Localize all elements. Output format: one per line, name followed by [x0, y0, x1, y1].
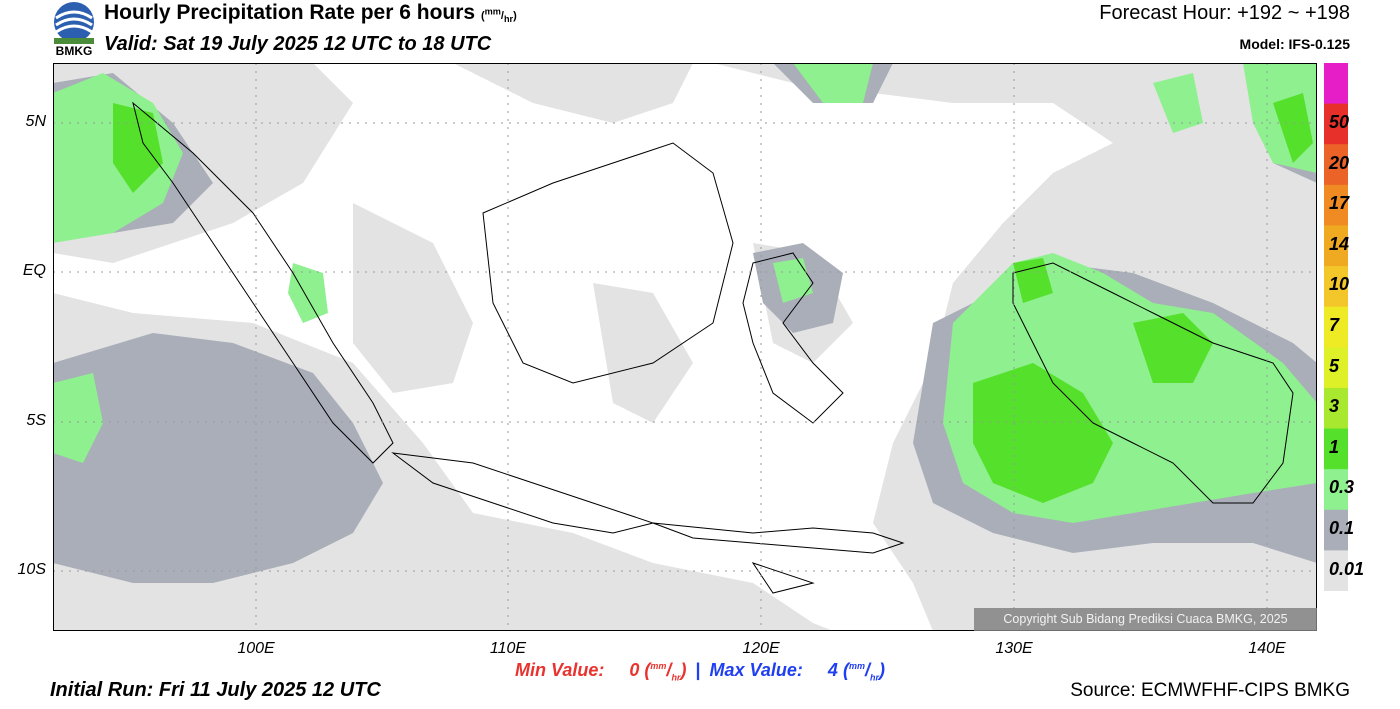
color-legend-swatch	[1324, 306, 1348, 348]
lat-label-5n: 5N	[25, 113, 46, 130]
color-legend-label: 7	[1329, 315, 1340, 335]
min-label: Min Value:	[515, 660, 605, 680]
color-legend-label: 20	[1329, 153, 1350, 173]
min-value: 0 (mm/hr)	[629, 660, 687, 683]
title-unit: (mm/hr)	[480, 6, 517, 25]
color-legend-label: 14	[1329, 234, 1350, 254]
color-legend-swatch	[1324, 266, 1348, 308]
color-legend-swatch	[1324, 225, 1348, 267]
copyright-notice: Copyright Sub Bidang Prediksi Cuaca BMKG…	[974, 608, 1317, 631]
color-legend-swatch	[1324, 103, 1348, 145]
lat-label-eq: EQ	[22, 262, 46, 279]
color-legend-bar	[1324, 63, 1348, 591]
color-legend-label: 0.1	[1329, 518, 1355, 538]
lon-label-140e: 140E	[1248, 640, 1286, 657]
title-text: Hourly Precipitation Rate per 6 hours	[104, 1, 476, 24]
color-legend-label: 5	[1329, 356, 1340, 376]
max-value: 4 (mm/hr)	[827, 660, 885, 683]
coastlines	[132, 101, 1294, 594]
min-max-separator: |	[695, 660, 701, 680]
forecast-hour: Forecast Hour: +192 ~ +198	[1099, 2, 1350, 24]
chart-title: Hourly Precipitation Rate per 6 hours (m…	[104, 1, 517, 25]
lon-label-120e: 120E	[742, 640, 780, 657]
color-legend-swatch	[1324, 144, 1348, 186]
color-legend-label: 0.3	[1329, 477, 1355, 497]
color-legend-swatch	[1324, 509, 1348, 551]
logo-text: BMKG	[55, 44, 93, 58]
color-legend-label: 1	[1329, 437, 1340, 457]
color-legend-swatch	[1324, 347, 1348, 389]
lat-label-10s: 10S	[17, 561, 46, 578]
color-legend-label: 0.01	[1329, 559, 1365, 579]
color-legend-swatch	[1324, 428, 1348, 470]
color-legend-swatch	[1324, 387, 1348, 430]
color-legend-label: 3	[1329, 396, 1340, 416]
map-gridlines	[53, 63, 1317, 631]
color-legend-label: 10	[1329, 274, 1350, 294]
color-legend-swatch	[1324, 550, 1348, 591]
color-legend-swatch	[1324, 469, 1348, 511]
precip-green-field	[113, 93, 1313, 503]
model-name: Model: IFS-0.125	[1239, 36, 1350, 52]
color-legend-label: 50	[1329, 112, 1350, 132]
bmkg-logo: BMKG	[50, 0, 98, 60]
lon-label-110e: 110E	[489, 640, 527, 657]
lat-label-5s: 5S	[26, 412, 46, 429]
color-legend-swatch	[1324, 63, 1348, 105]
data-source: Source: ECMWFHF-CIPS BMKG	[1070, 680, 1350, 701]
precipitation-map	[53, 63, 1317, 631]
min-max-values: Min Value: 0 (mm/hr) | Max Value: 4 (mm/…	[0, 660, 1400, 683]
color-legend-label: 17	[1329, 193, 1350, 213]
lon-label-100e: 100E	[237, 640, 275, 657]
max-label: Max Value:	[709, 660, 803, 680]
lon-label-130e: 130E	[995, 640, 1033, 657]
map-frame	[53, 63, 1317, 631]
color-legend-swatch	[1324, 184, 1348, 226]
valid-time: Valid: Sat 19 July 2025 12 UTC to 18 UTC	[104, 33, 492, 55]
initial-run: Initial Run: Fri 11 July 2025 12 UTC	[50, 679, 381, 701]
